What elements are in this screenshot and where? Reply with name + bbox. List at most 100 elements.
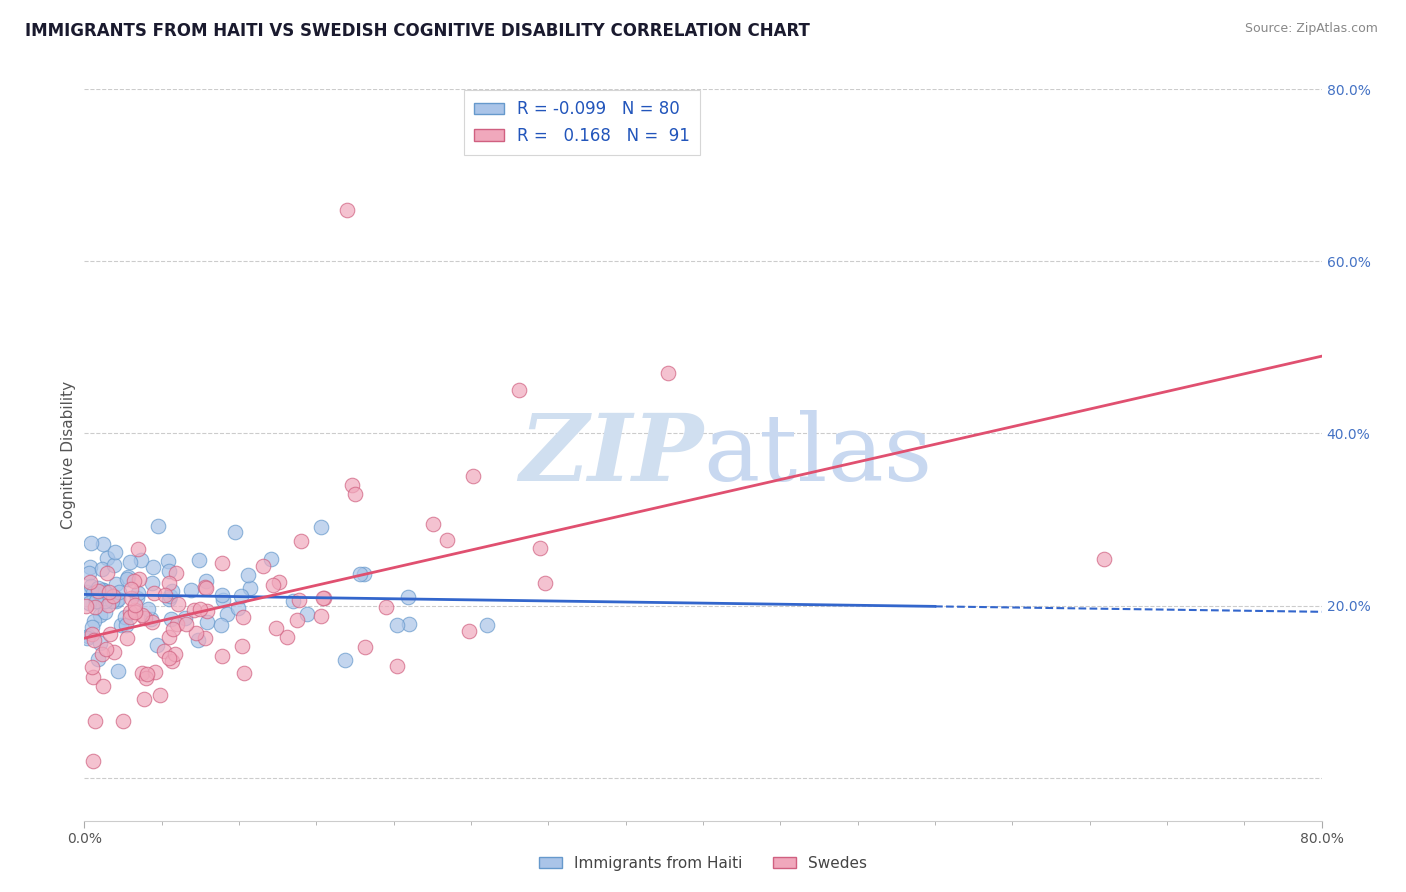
Point xyxy=(209,618,232,632)
Point xyxy=(120,610,142,624)
Point xyxy=(91,679,114,693)
Point xyxy=(149,688,172,702)
Point xyxy=(194,574,217,589)
Point xyxy=(288,593,311,607)
Point xyxy=(309,520,332,534)
Point xyxy=(343,486,366,500)
Point xyxy=(657,366,679,380)
Point xyxy=(75,599,97,614)
Point xyxy=(157,575,180,590)
Point xyxy=(135,667,157,681)
Point xyxy=(353,640,375,654)
Point xyxy=(146,519,169,533)
Point xyxy=(84,594,107,608)
Point xyxy=(260,551,283,566)
Text: IMMIGRANTS FROM HAITI VS SWEDISH COGNITIVE DISABILITY CORRELATION CHART: IMMIGRANTS FROM HAITI VS SWEDISH COGNITI… xyxy=(25,22,810,40)
Point xyxy=(127,541,149,556)
Point xyxy=(353,566,375,581)
Point xyxy=(115,631,138,645)
Point xyxy=(94,594,117,608)
Point xyxy=(80,619,103,633)
Point xyxy=(333,653,356,667)
Point xyxy=(195,615,218,629)
Point xyxy=(142,560,165,574)
Point xyxy=(267,574,290,589)
Point xyxy=(131,666,153,681)
Legend: Immigrants from Haiti, Swedes: Immigrants from Haiti, Swedes xyxy=(533,850,873,877)
Point xyxy=(336,202,359,217)
Point xyxy=(114,618,136,632)
Point xyxy=(124,602,146,616)
Text: atlas: atlas xyxy=(703,410,932,500)
Point xyxy=(105,594,128,608)
Point xyxy=(276,631,298,645)
Point xyxy=(374,599,396,614)
Point xyxy=(131,608,153,623)
Point xyxy=(94,605,117,619)
Point xyxy=(83,714,105,728)
Point xyxy=(107,664,129,678)
Point xyxy=(114,610,136,624)
Point xyxy=(252,559,274,574)
Point xyxy=(160,583,183,598)
Point xyxy=(98,627,121,641)
Point xyxy=(82,586,104,600)
Point xyxy=(136,602,159,616)
Point xyxy=(91,583,114,598)
Point xyxy=(132,691,155,706)
Point xyxy=(120,591,142,605)
Point xyxy=(80,536,103,550)
Point xyxy=(385,618,408,632)
Point xyxy=(134,611,156,625)
Legend: R = -0.099   N = 80, R =   0.168   N =  91: R = -0.099 N = 80, R = 0.168 N = 91 xyxy=(464,90,700,154)
Point xyxy=(183,603,205,617)
Point xyxy=(77,596,100,610)
Point xyxy=(96,551,118,566)
Point xyxy=(125,591,148,605)
Point xyxy=(157,564,180,578)
Point xyxy=(156,554,179,568)
Point xyxy=(159,589,181,603)
Point xyxy=(89,636,111,650)
Point xyxy=(91,536,114,550)
Point xyxy=(82,626,104,640)
Point xyxy=(90,562,112,576)
Point xyxy=(264,621,287,635)
Point xyxy=(87,652,110,666)
Point xyxy=(82,754,104,768)
Point xyxy=(86,593,108,607)
Point xyxy=(309,609,332,624)
Point xyxy=(163,647,186,661)
Point xyxy=(83,633,105,648)
Text: ZIP: ZIP xyxy=(519,410,703,500)
Point xyxy=(314,591,336,606)
Point xyxy=(160,612,183,626)
Point xyxy=(166,617,188,632)
Point xyxy=(122,574,145,589)
Point xyxy=(211,593,233,607)
Point xyxy=(97,585,120,599)
Point xyxy=(141,611,163,625)
Point xyxy=(101,594,124,608)
Point xyxy=(111,714,134,728)
Point xyxy=(82,660,104,674)
Text: Source: ZipAtlas.com: Source: ZipAtlas.com xyxy=(1244,22,1378,36)
Point xyxy=(1092,551,1115,566)
Point xyxy=(118,555,141,569)
Point xyxy=(135,671,157,685)
Point xyxy=(533,575,555,590)
Y-axis label: Cognitive Disability: Cognitive Disability xyxy=(60,381,76,529)
Point xyxy=(160,654,183,668)
Point xyxy=(127,586,149,600)
Point xyxy=(87,582,110,596)
Point xyxy=(194,580,217,594)
Point xyxy=(398,590,420,604)
Point xyxy=(107,591,129,606)
Point xyxy=(105,577,128,591)
Point xyxy=(76,629,98,643)
Point xyxy=(124,598,146,612)
Point xyxy=(157,650,180,665)
Point xyxy=(231,640,253,654)
Point xyxy=(162,623,184,637)
Point xyxy=(91,647,114,661)
